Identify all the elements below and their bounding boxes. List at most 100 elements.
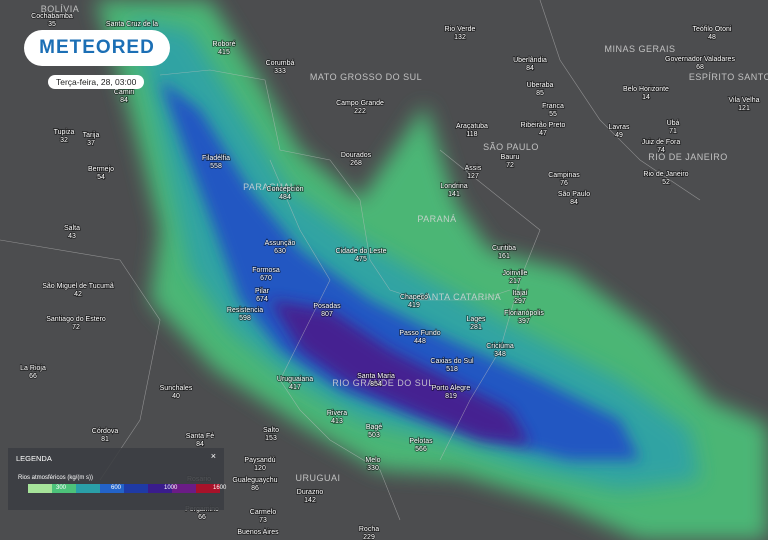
- city-value: 229: [363, 534, 375, 540]
- city-name: Posadas: [313, 303, 341, 310]
- region-label: MATO GROSSO DO SUL: [310, 72, 422, 82]
- city-value: 49: [615, 132, 623, 139]
- city-name: Teófilo Otoni: [693, 26, 732, 33]
- city-value: 73: [259, 517, 267, 524]
- city-value: 566: [415, 446, 427, 453]
- city-value: 37: [87, 140, 95, 147]
- city-value: 118: [466, 131, 477, 138]
- city-value: 413: [331, 418, 343, 425]
- legend-scale-label: 300: [56, 485, 67, 491]
- region-label: PARANÁ: [417, 214, 456, 224]
- city-name: Assis: [465, 165, 482, 172]
- city: Santa Cruz de la: [105, 20, 159, 29]
- city-name: Ubá: [667, 120, 680, 127]
- city-value: 448: [414, 338, 426, 345]
- city-value: 66: [198, 514, 206, 521]
- city-value: 484: [279, 194, 291, 201]
- city-name: Tupiza: [54, 129, 75, 136]
- city-name: Carmelo: [250, 509, 277, 516]
- city-name: Assunção: [265, 240, 296, 247]
- city-name: Buenos Aires: [237, 529, 279, 536]
- city-value: 72: [72, 324, 80, 331]
- region-label: MINAS GERAIS: [604, 44, 675, 54]
- city-value: 819: [445, 393, 457, 400]
- region-label: SÃO PAULO: [483, 142, 539, 152]
- city-value: 81: [101, 436, 109, 443]
- city-value: 217: [509, 278, 521, 285]
- city-name: Rio de Janeiro: [643, 171, 688, 178]
- city-name: Uruguaiana: [277, 376, 313, 383]
- city-name: Santa Fé: [186, 433, 215, 440]
- city-name: Bauru: [501, 154, 520, 161]
- city-value: 40: [172, 393, 180, 400]
- city-name: Lages: [466, 316, 486, 323]
- city-name: Cidade do Leste: [336, 248, 387, 255]
- region-label: BOLÍVIA: [41, 4, 80, 14]
- city-value: 397: [518, 318, 530, 325]
- city-value: 127: [467, 173, 479, 180]
- city-name: Passo Fundo: [399, 330, 440, 337]
- city-value: 35: [48, 21, 56, 28]
- city-value: 333: [274, 68, 286, 75]
- city-name: São Miguel de Tucumã: [42, 283, 114, 290]
- legend-scale-label: 1000: [164, 485, 178, 491]
- city-value: 598: [239, 315, 251, 322]
- city-name: Filadélfia: [202, 155, 230, 162]
- legend-title: LEGENDA: [16, 454, 52, 463]
- city-value: 503: [368, 432, 380, 439]
- city-name: Itajaí: [512, 290, 527, 297]
- city-value: 558: [210, 163, 222, 170]
- city-name: Bermejo: [88, 166, 114, 173]
- city-value: 72: [506, 162, 514, 169]
- legend-scale-label: 600: [111, 485, 122, 491]
- legend-scale: [28, 484, 220, 493]
- city-name: Cochabamba: [31, 13, 73, 20]
- city-name: São Paulo: [558, 191, 590, 198]
- city-name: La Rioja: [20, 365, 46, 372]
- city-name: Governador Valadares: [665, 56, 735, 63]
- city-value: 120: [254, 465, 266, 472]
- city-value: 153: [265, 435, 277, 442]
- region-label: PARAGUAI: [243, 182, 293, 192]
- city-value: 518: [446, 366, 458, 373]
- city-value: 142: [304, 497, 316, 504]
- city-name: Tarija: [83, 132, 100, 139]
- city-value: 76: [560, 180, 568, 187]
- city-value: 141: [448, 191, 460, 198]
- city-name: Santa Maria: [357, 373, 395, 380]
- legend-close[interactable]: ×: [210, 451, 216, 461]
